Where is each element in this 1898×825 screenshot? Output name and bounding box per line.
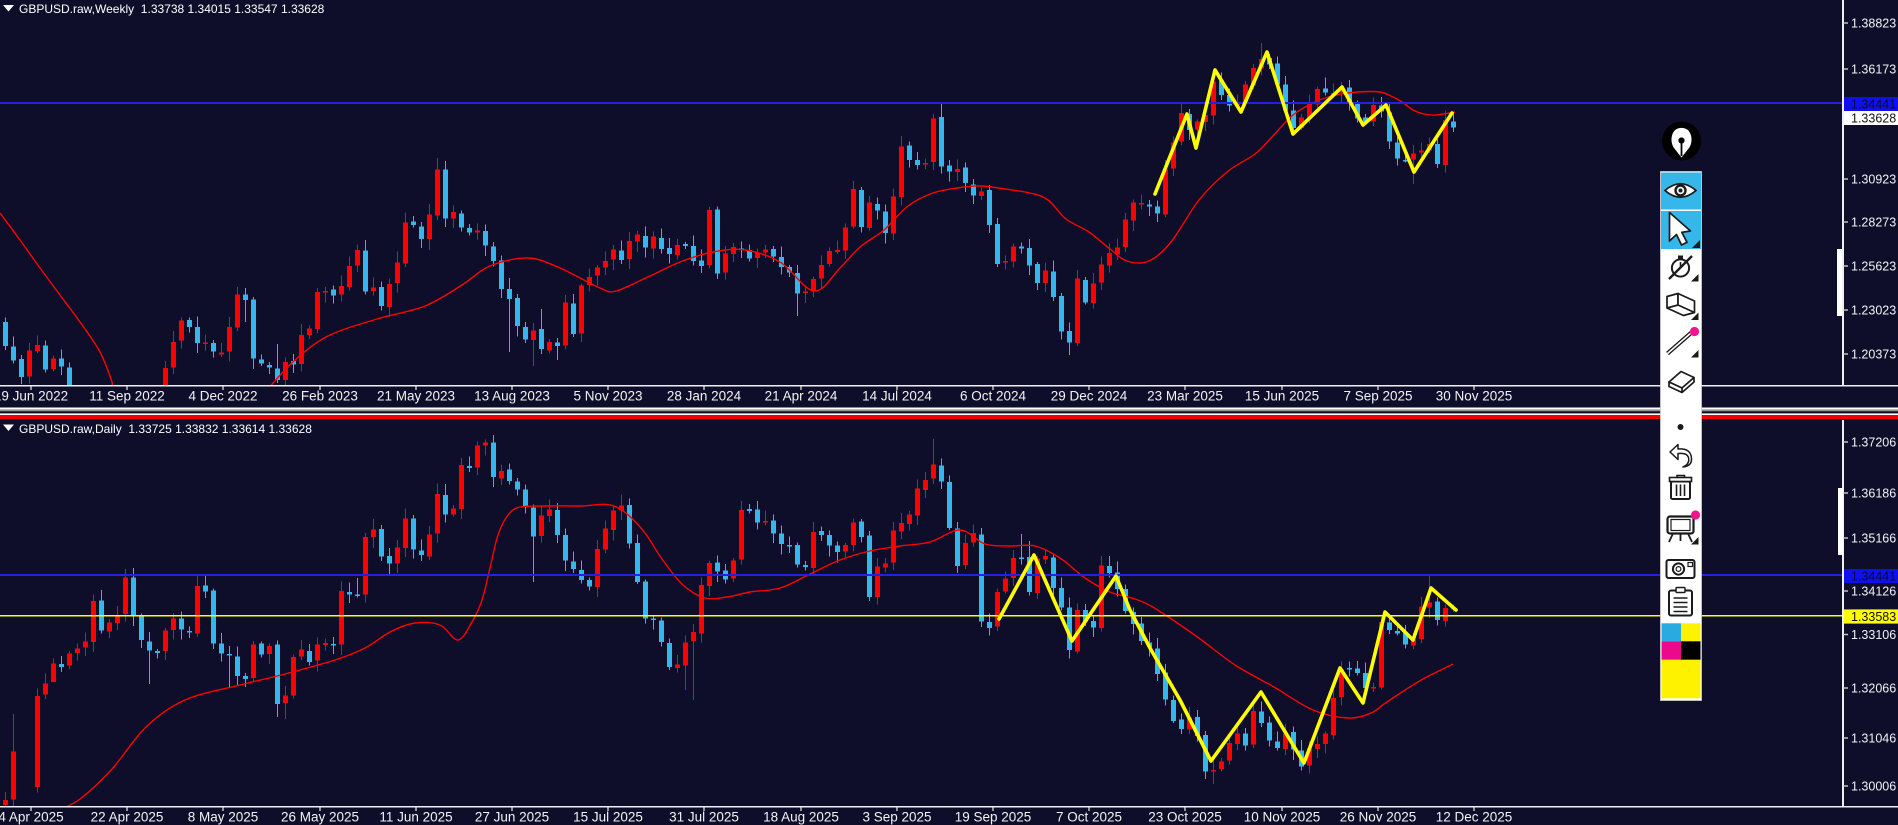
svg-text:1.33106: 1.33106 [1851, 628, 1896, 642]
svg-text:1.23023: 1.23023 [1851, 304, 1896, 318]
svg-text:21 May 2023: 21 May 2023 [377, 389, 455, 404]
svg-text:15 Jun 2025: 15 Jun 2025 [1245, 389, 1319, 404]
svg-text:11 Sep 2022: 11 Sep 2022 [89, 389, 165, 404]
svg-text:19 Sep 2025: 19 Sep 2025 [955, 810, 1032, 825]
svg-text:1.34441: 1.34441 [1851, 98, 1896, 112]
svg-text:21 Apr 2024: 21 Apr 2024 [765, 389, 838, 404]
svg-text:1.37206: 1.37206 [1851, 436, 1896, 450]
svg-text:22 Apr 2025: 22 Apr 2025 [91, 810, 164, 825]
svg-text:1.31046: 1.31046 [1851, 732, 1896, 746]
svg-text:15 Jul 2025: 15 Jul 2025 [573, 810, 643, 825]
svg-text:23 Oct 2025: 23 Oct 2025 [1148, 810, 1222, 825]
svg-text:13 Aug 2023: 13 Aug 2023 [474, 389, 550, 404]
svg-text:1.34441: 1.34441 [1851, 570, 1896, 584]
svg-text:1.25623: 1.25623 [1851, 260, 1896, 274]
svg-text:1.34126: 1.34126 [1851, 585, 1896, 599]
svg-text:19 Jun 2022: 19 Jun 2022 [0, 389, 68, 404]
svg-text:14 Jul 2024: 14 Jul 2024 [862, 389, 932, 404]
svg-text:1.33583: 1.33583 [1851, 610, 1896, 624]
svg-text:18 Aug 2025: 18 Aug 2025 [763, 810, 839, 825]
svg-text:26 Feb 2023: 26 Feb 2023 [282, 389, 358, 404]
svg-text:26 Nov 2025: 26 Nov 2025 [1340, 810, 1417, 825]
svg-text:1.33628: 1.33628 [1851, 112, 1896, 126]
svg-text:29 Dec 2024: 29 Dec 2024 [1051, 389, 1128, 404]
svg-text:1.28273: 1.28273 [1851, 216, 1896, 230]
svg-text:GBPUSD.raw,Daily 1.33725 1.33: GBPUSD.raw,Daily 1.33725 1.33832 1.33614… [19, 422, 312, 436]
svg-text:1.36186: 1.36186 [1851, 487, 1896, 501]
svg-text:3 Sep 2025: 3 Sep 2025 [862, 810, 931, 825]
svg-text:31 Jul 2025: 31 Jul 2025 [669, 810, 739, 825]
svg-text:11 Jun 2025: 11 Jun 2025 [379, 810, 452, 825]
svg-text:1.32066: 1.32066 [1851, 682, 1896, 696]
svg-text:7 Sep 2025: 7 Sep 2025 [1343, 389, 1412, 404]
svg-text:1.30006: 1.30006 [1851, 780, 1896, 794]
svg-text:27 Jun 2025: 27 Jun 2025 [475, 810, 549, 825]
svg-text:1.36173: 1.36173 [1851, 63, 1896, 77]
svg-text:4 Dec 2022: 4 Dec 2022 [188, 389, 257, 404]
svg-text:1.30923: 1.30923 [1851, 173, 1896, 187]
svg-text:1.35166: 1.35166 [1851, 532, 1896, 546]
svg-text:10 Nov 2025: 10 Nov 2025 [1244, 810, 1321, 825]
svg-text:GBPUSD.raw,Weekly 1.33738 1.3: GBPUSD.raw,Weekly 1.33738 1.34015 1.3354… [19, 2, 325, 16]
svg-text:26 May 2025: 26 May 2025 [281, 810, 359, 825]
svg-text:4 Apr 2025: 4 Apr 2025 [0, 810, 64, 825]
svg-text:6 Oct 2024: 6 Oct 2024 [960, 389, 1027, 404]
svg-text:5 Nov 2023: 5 Nov 2023 [573, 389, 642, 404]
svg-text:1.38823: 1.38823 [1851, 17, 1896, 31]
svg-text:8 May 2025: 8 May 2025 [188, 810, 259, 825]
svg-text:28 Jan 2024: 28 Jan 2024 [667, 389, 742, 404]
svg-text:1.20373: 1.20373 [1851, 348, 1896, 362]
svg-text:30 Nov 2025: 30 Nov 2025 [1436, 389, 1513, 404]
svg-text:23 Mar 2025: 23 Mar 2025 [1147, 389, 1223, 404]
svg-text:12 Dec 2025: 12 Dec 2025 [1436, 810, 1513, 825]
svg-text:7 Oct 2025: 7 Oct 2025 [1056, 810, 1122, 825]
